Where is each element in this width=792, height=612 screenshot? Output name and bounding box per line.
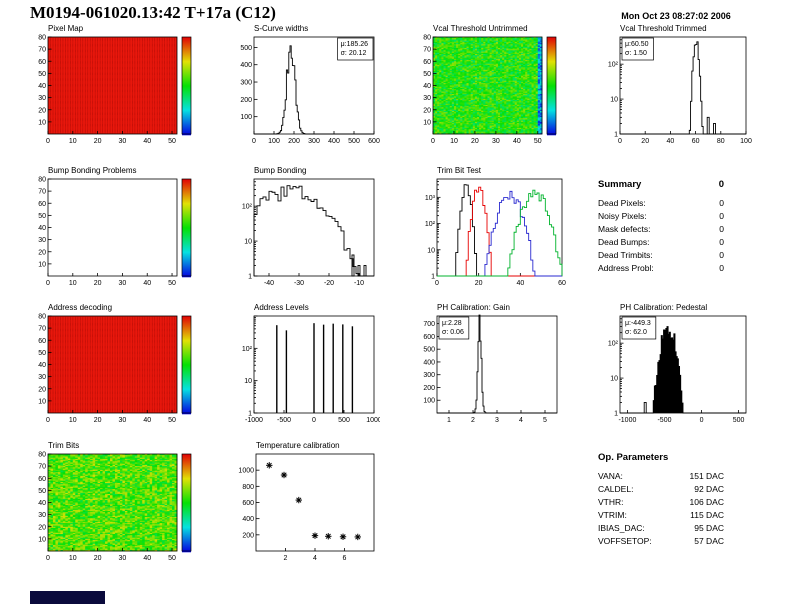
op-parameter-value: 92 DAC: [694, 484, 724, 494]
op-parameter-label: CALDEL:: [598, 484, 634, 494]
summary-label: Dead Trimbits:: [598, 250, 653, 260]
op-parameter-label: IBIAS_DAC:: [598, 523, 645, 533]
op-parameter-label: VTHR:: [598, 497, 624, 507]
address-levels-plot: [230, 313, 380, 427]
plot-title-vcal-trimmed: Vcal Threshold Trimmed: [620, 24, 707, 33]
summary-row: Dead Trimbits: 0: [598, 249, 724, 262]
op-parameter-value: 57 DAC: [694, 536, 724, 546]
scurve-widths-plot: [230, 34, 380, 148]
summary-panel: Summary 0 Dead Pixels: 0 Noisy Pixels: 0 M…: [598, 179, 724, 275]
op-parameter-row: VTRIM: 115 DAC: [598, 509, 724, 522]
op-parameter-row: CALDEL: 92 DAC: [598, 483, 724, 496]
op-parameter-value: 106 DAC: [689, 497, 725, 507]
plot-title-vcal-untrimmed: Vcal Threshold Untrimmed: [433, 24, 528, 33]
summary-row: Address Probl: 0: [598, 262, 724, 275]
op-parameter-value: 115 DAC: [690, 510, 724, 520]
op-parameter-row: IBIAS_DAC: 95 DAC: [598, 522, 724, 535]
op-parameter-value: 95 DAC: [694, 523, 724, 533]
summary-label: Noisy Pixels:: [598, 211, 647, 221]
trim-bit-test-plot: [413, 176, 568, 290]
op-parameter-row: VANA: 151 DAC: [598, 470, 724, 483]
summary-label: Mask defects:: [598, 224, 651, 234]
summary-value: 0: [719, 211, 724, 221]
summary-value: 0: [719, 263, 724, 273]
summary-row: Mask defects: 0: [598, 223, 724, 236]
summary-value: 0: [719, 224, 724, 234]
op-parameter-label: VOFFSETOP:: [598, 536, 652, 546]
op-parameters-panel: Op. Parameters VANA: 151 DAC CALDEL: 92 DA…: [598, 452, 724, 548]
summary-label: Address Probl:: [598, 263, 654, 273]
plot-title-address-levels: Address Levels: [254, 303, 309, 312]
op-parameter-label: VTRIM:: [598, 510, 627, 520]
trim-bits-plot: [28, 451, 203, 565]
summary-total: 0: [718, 179, 724, 190]
temp-cal-plot: [230, 451, 380, 565]
op-parameter-row: VOFFSETOP: 57 DAC: [598, 535, 724, 548]
plot-title-bump-bonding: Bump Bonding: [254, 166, 307, 175]
timestamp: Mon Oct 23 08:27:02 2006: [621, 11, 731, 21]
op-parameter-row: VTHR: 106 DAC: [598, 496, 724, 509]
ph-gain-plot: [413, 313, 563, 427]
plot-title-trim-bits: Trim Bits: [48, 441, 80, 450]
op-parameter-label: VANA:: [598, 471, 623, 481]
summary-title: Summary: [598, 179, 642, 190]
bump-problems-plot: [28, 176, 203, 290]
summary-value: 0: [719, 237, 724, 247]
plot-title-scurve-widths: S-Curve widths: [254, 24, 309, 33]
op-parameters-title: Op. Parameters: [598, 452, 669, 463]
plot-title-trim-bit-test: Trim Bit Test: [437, 166, 482, 175]
summary-row: Dead Bumps: 0: [598, 236, 724, 249]
pixel-map-plot: [28, 34, 203, 148]
footer-bar: [30, 591, 105, 604]
summary-row: Dead Pixels: 0: [598, 197, 724, 210]
page-title: M0194-061020.13:42 T+17a (C12): [30, 3, 276, 22]
plot-title-temp-cal: Temperature calibration: [256, 441, 340, 450]
ph-pedestal-plot: [596, 313, 754, 427]
summary-value: 0: [719, 250, 724, 260]
summary-row: Noisy Pixels: 0: [598, 210, 724, 223]
plot-title-address-decoding: Address decoding: [48, 303, 113, 312]
vcal-untrimmed-plot: [413, 34, 568, 148]
plot-title-pixel-map: Pixel Map: [48, 24, 84, 33]
address-decoding-plot: [28, 313, 203, 427]
op-parameter-value: 151 DAC: [689, 471, 725, 481]
vcal-trimmed-plot: [596, 34, 754, 148]
plot-title-ph-pedestal: PH Calibration: Pedestal: [620, 303, 708, 312]
summary-label: Dead Pixels:: [598, 198, 646, 208]
summary-label: Dead Bumps:: [598, 237, 650, 247]
plot-title-ph-gain: PH Calibration: Gain: [437, 303, 510, 312]
bump-bonding-plot: [230, 176, 380, 290]
summary-value: 0: [719, 198, 724, 208]
plot-title-bump-problems: Bump Bonding Problems: [48, 166, 137, 175]
